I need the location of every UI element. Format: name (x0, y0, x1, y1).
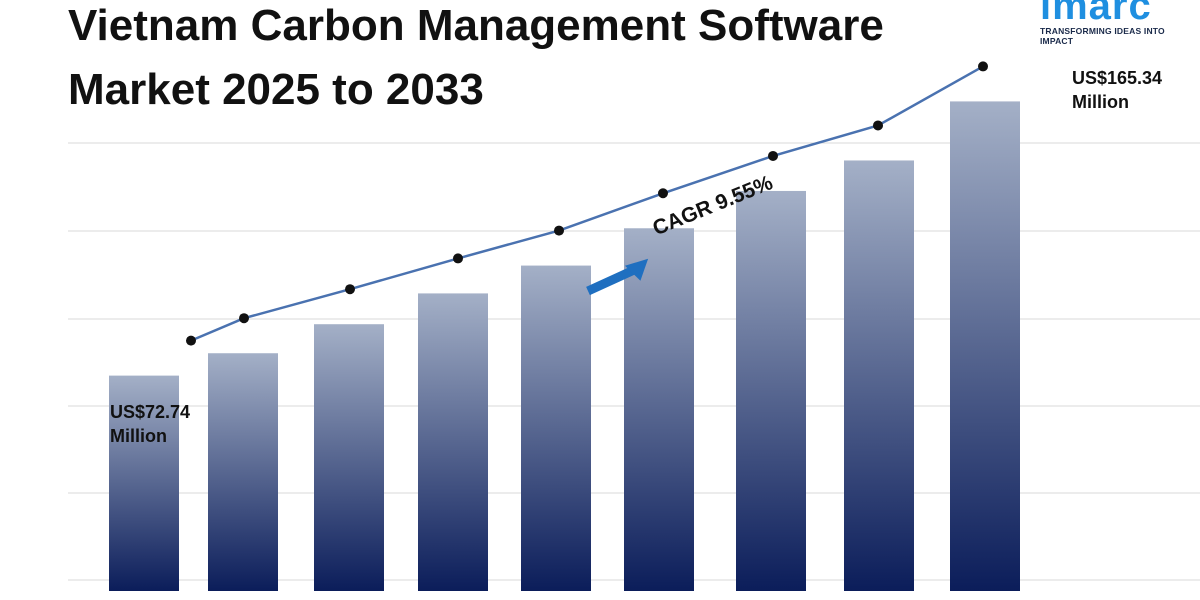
start-unit-label: Million (110, 426, 167, 446)
cagr-arrow-shaft (586, 265, 636, 296)
trend-point-2030 (658, 188, 668, 199)
start-value-callout: US$72.74 Million (110, 400, 190, 448)
trend-point-2026 (239, 313, 249, 324)
cagr-arrow (586, 258, 649, 296)
end-unit-label: Million (1072, 92, 1129, 112)
trend-point-2033 (978, 61, 988, 72)
start-value-label: US$72.74 (110, 402, 191, 422)
trend-point-2032 (873, 120, 883, 131)
bar-2026 (208, 353, 278, 591)
chart-title: Vietnam Carbon Management Software Marke… (68, 1, 884, 114)
end-value-label: US$165.34 (1072, 68, 1163, 88)
bar-2031 (736, 190, 806, 591)
imarc-logo: imarc TRANSFORMING IDEAS INTO IMPACT (1040, 0, 1200, 46)
bars (109, 101, 1020, 592)
bar-2027 (314, 324, 384, 591)
trend-point-2031 (768, 150, 778, 161)
trend-point-2029 (554, 225, 564, 236)
bar-2028 (418, 293, 488, 591)
trend-line (186, 61, 988, 346)
trend-point-2027 (345, 284, 355, 295)
bar-2030 (624, 228, 694, 591)
logo-wordmark: imarc (1040, 0, 1152, 28)
logo-tagline: TRANSFORMING IDEAS INTO IMPACT (1040, 26, 1165, 46)
end-value-callout: US$165.34 Million (1072, 66, 1162, 114)
bar-2033 (950, 101, 1020, 592)
trend-point-2025 (186, 335, 196, 346)
trend-point-2028 (453, 253, 463, 264)
cagr-arrow-head (624, 258, 649, 281)
bar-2029 (521, 265, 591, 591)
bar-2025 (109, 375, 179, 591)
bar-2032 (844, 160, 914, 591)
